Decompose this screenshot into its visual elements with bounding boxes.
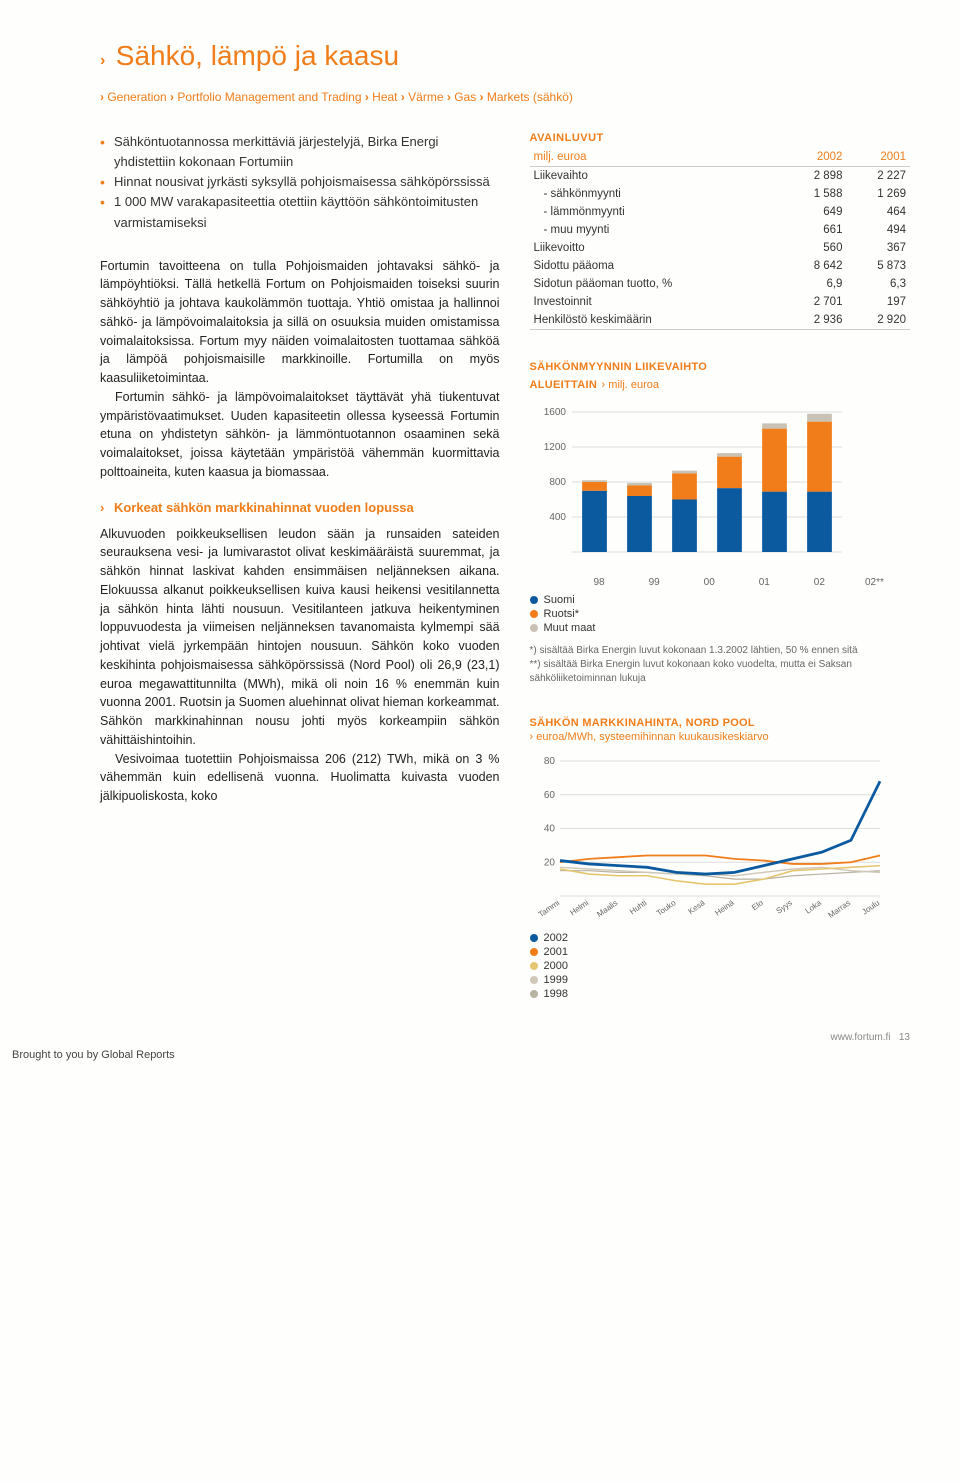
chart1-sub-pre: ALUEITTAIN (530, 379, 598, 391)
breadcrumb: › Generation › Portfolio Management and … (100, 90, 910, 104)
chart2-legend: 2002 2001 2000 1999 1998 (530, 932, 910, 1000)
chart2-subtitle: › euroa/MWh, systeemihinnan kuukausikesk… (530, 731, 910, 743)
bullet-item: Sähköntuotannossa merkittäviä järjestely… (100, 132, 500, 172)
table-row: Liikevoitto560367 (530, 239, 910, 257)
legend-item: 1998 (530, 988, 910, 1000)
svg-text:Loka: Loka (803, 898, 823, 916)
bar-chart-block: SÄHKÖNMYYNNIN LIIKEVAIHTO ALUEITTAIN › m… (530, 360, 910, 686)
table-row: Investoinnit2 701197 (530, 293, 910, 311)
svg-text:Syys: Syys (774, 898, 793, 915)
svg-text:Huhti: Huhti (627, 898, 648, 916)
svg-text:60: 60 (543, 790, 555, 801)
svg-text:Touko: Touko (654, 898, 677, 918)
page-title-row: › Sähkö, lämpö ja kaasu (100, 40, 910, 72)
svg-text:40: 40 (543, 824, 555, 835)
bullet-item: 1 000 MW varakapasiteettia otettiin käyt… (100, 192, 500, 232)
line-chart-block: SÄHKÖN MARKKINAHINTA, NORD POOL › euroa/… (530, 716, 910, 1000)
chart1-legend: Suomi Ruotsi* Muut maat (530, 594, 910, 634)
table-row: Henkilöstö keskimäärin2 9362 920 (530, 311, 910, 330)
table-row: Liikevaihto2 8982 227 (530, 167, 910, 186)
svg-text:1200: 1200 (543, 442, 566, 453)
svg-text:Helmi: Helmi (568, 898, 590, 917)
svg-text:Kesä: Kesä (686, 898, 707, 916)
chart1-sub-unit: milj. euroa (608, 379, 659, 391)
col-year: 2002 (783, 148, 847, 167)
bullet-item: Hinnat nousivat jyrkästi syksyllä pohjoi… (100, 172, 500, 192)
key-figures-table: milj. euroa 2002 2001 Liikevaihto2 8982 … (530, 148, 910, 330)
svg-text:Tammi: Tammi (536, 898, 561, 919)
intro-paragraphs: Fortumin tavoitteena on tulla Pohjoismai… (100, 257, 500, 482)
subhead-text: Korkeat sähkön markkinahinnat vuoden lop… (114, 500, 414, 515)
legend-item: Muut maat (530, 622, 910, 634)
page-number: 13 (899, 1032, 910, 1043)
svg-text:800: 800 (549, 477, 566, 488)
page-title: Sähkö, lämpö ja kaasu (116, 40, 399, 71)
svg-text:Elo: Elo (750, 898, 765, 912)
section-subhead: › Korkeat sähkön markkinahinnat vuoden l… (100, 500, 500, 515)
chart2-title: SÄHKÖN MARKKINAHINTA, NORD POOL (530, 716, 910, 731)
table-row: - sähkönmyynti1 5881 269 (530, 185, 910, 203)
legend-item: 2000 (530, 960, 910, 972)
svg-text:20: 20 (543, 857, 555, 868)
col-year: 2001 (846, 148, 910, 167)
svg-text:400: 400 (549, 512, 566, 523)
footer-url: www.fortum.fi (831, 1032, 891, 1043)
provenance-note: Brought to you by Global Reports (12, 1049, 175, 1061)
page-footer: www.fortum.fi 13 (100, 1032, 910, 1043)
body-paragraphs: Alkuvuoden poikkeuksellisen leudon sään … (100, 525, 500, 806)
chart1-title: SÄHKÖNMYYNNIN LIIKEVAIHTO (530, 360, 910, 375)
svg-text:Joulu: Joulu (860, 898, 881, 916)
svg-text:Marras: Marras (826, 898, 852, 920)
chart1-footnote: *) sisältää Birka Energin luvut kokonaan… (530, 644, 910, 686)
svg-text:80: 80 (543, 756, 555, 767)
table-row: Sidotun pääoman tuotto, %6,96,3 (530, 275, 910, 293)
table-row: Sidottu pääoma8 6425 873 (530, 257, 910, 275)
svg-text:Maalis: Maalis (595, 898, 619, 919)
svg-text:1600: 1600 (543, 407, 566, 418)
col-header: milj. euroa (530, 148, 783, 167)
line-chart: 20 40 60 80 Tammi Helmi Maalis Huhti Touko Kesä He… (530, 743, 910, 926)
bullet-list: Sähköntuotannossa merkittäviä järjestely… (100, 132, 500, 233)
table-row: - muu myynti661494 (530, 221, 910, 239)
legend-item: 1999 (530, 974, 910, 986)
chevron-icon: › (100, 52, 105, 69)
legend-item: Suomi (530, 594, 910, 606)
legend-item: 2001 (530, 946, 910, 958)
svg-text:Heinä: Heinä (713, 898, 736, 918)
table-title: AVAINLUVUT (530, 132, 910, 144)
bar-chart: 40080012001600989900010202** (530, 394, 910, 588)
legend-item: 2002 (530, 932, 910, 944)
table-row: - lämmönmyynti649464 (530, 203, 910, 221)
chevron-icon: › (100, 500, 104, 515)
legend-item: Ruotsi* (530, 608, 910, 620)
